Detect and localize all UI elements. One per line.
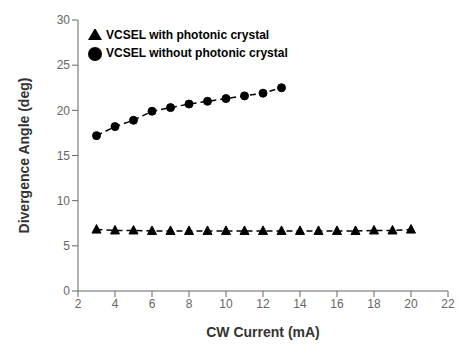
svg-text:25: 25 — [57, 58, 71, 72]
svg-text:10: 10 — [57, 194, 71, 208]
svg-text:Divergence Angle (deg): Divergence Angle (deg) — [16, 78, 32, 234]
svg-text:22: 22 — [441, 297, 455, 311]
html-text:VCSEL without photonic crystal: VCSEL without photonic crystal — [106, 46, 288, 60]
svg-text:20: 20 — [404, 297, 418, 311]
svg-text:16: 16 — [330, 297, 344, 311]
svg-text:2: 2 — [75, 297, 82, 311]
svg-text:10: 10 — [219, 297, 233, 311]
svg-text:CW Current (mA): CW Current (mA) — [206, 324, 320, 340]
svg-text:4: 4 — [112, 297, 119, 311]
svg-text:8: 8 — [186, 297, 193, 311]
svg-text:14: 14 — [293, 297, 307, 311]
svg-text:20: 20 — [57, 104, 71, 118]
svg-text:30: 30 — [57, 13, 71, 27]
svg-text:12: 12 — [256, 297, 270, 311]
svg-text:6: 6 — [149, 297, 156, 311]
svg-text:5: 5 — [63, 239, 70, 253]
html-text:VCSEL with photonic crystal: VCSEL with photonic crystal — [106, 28, 270, 42]
svg-text:18: 18 — [367, 297, 381, 311]
svg-text:15: 15 — [57, 149, 71, 163]
svg-text:0: 0 — [63, 284, 70, 298]
